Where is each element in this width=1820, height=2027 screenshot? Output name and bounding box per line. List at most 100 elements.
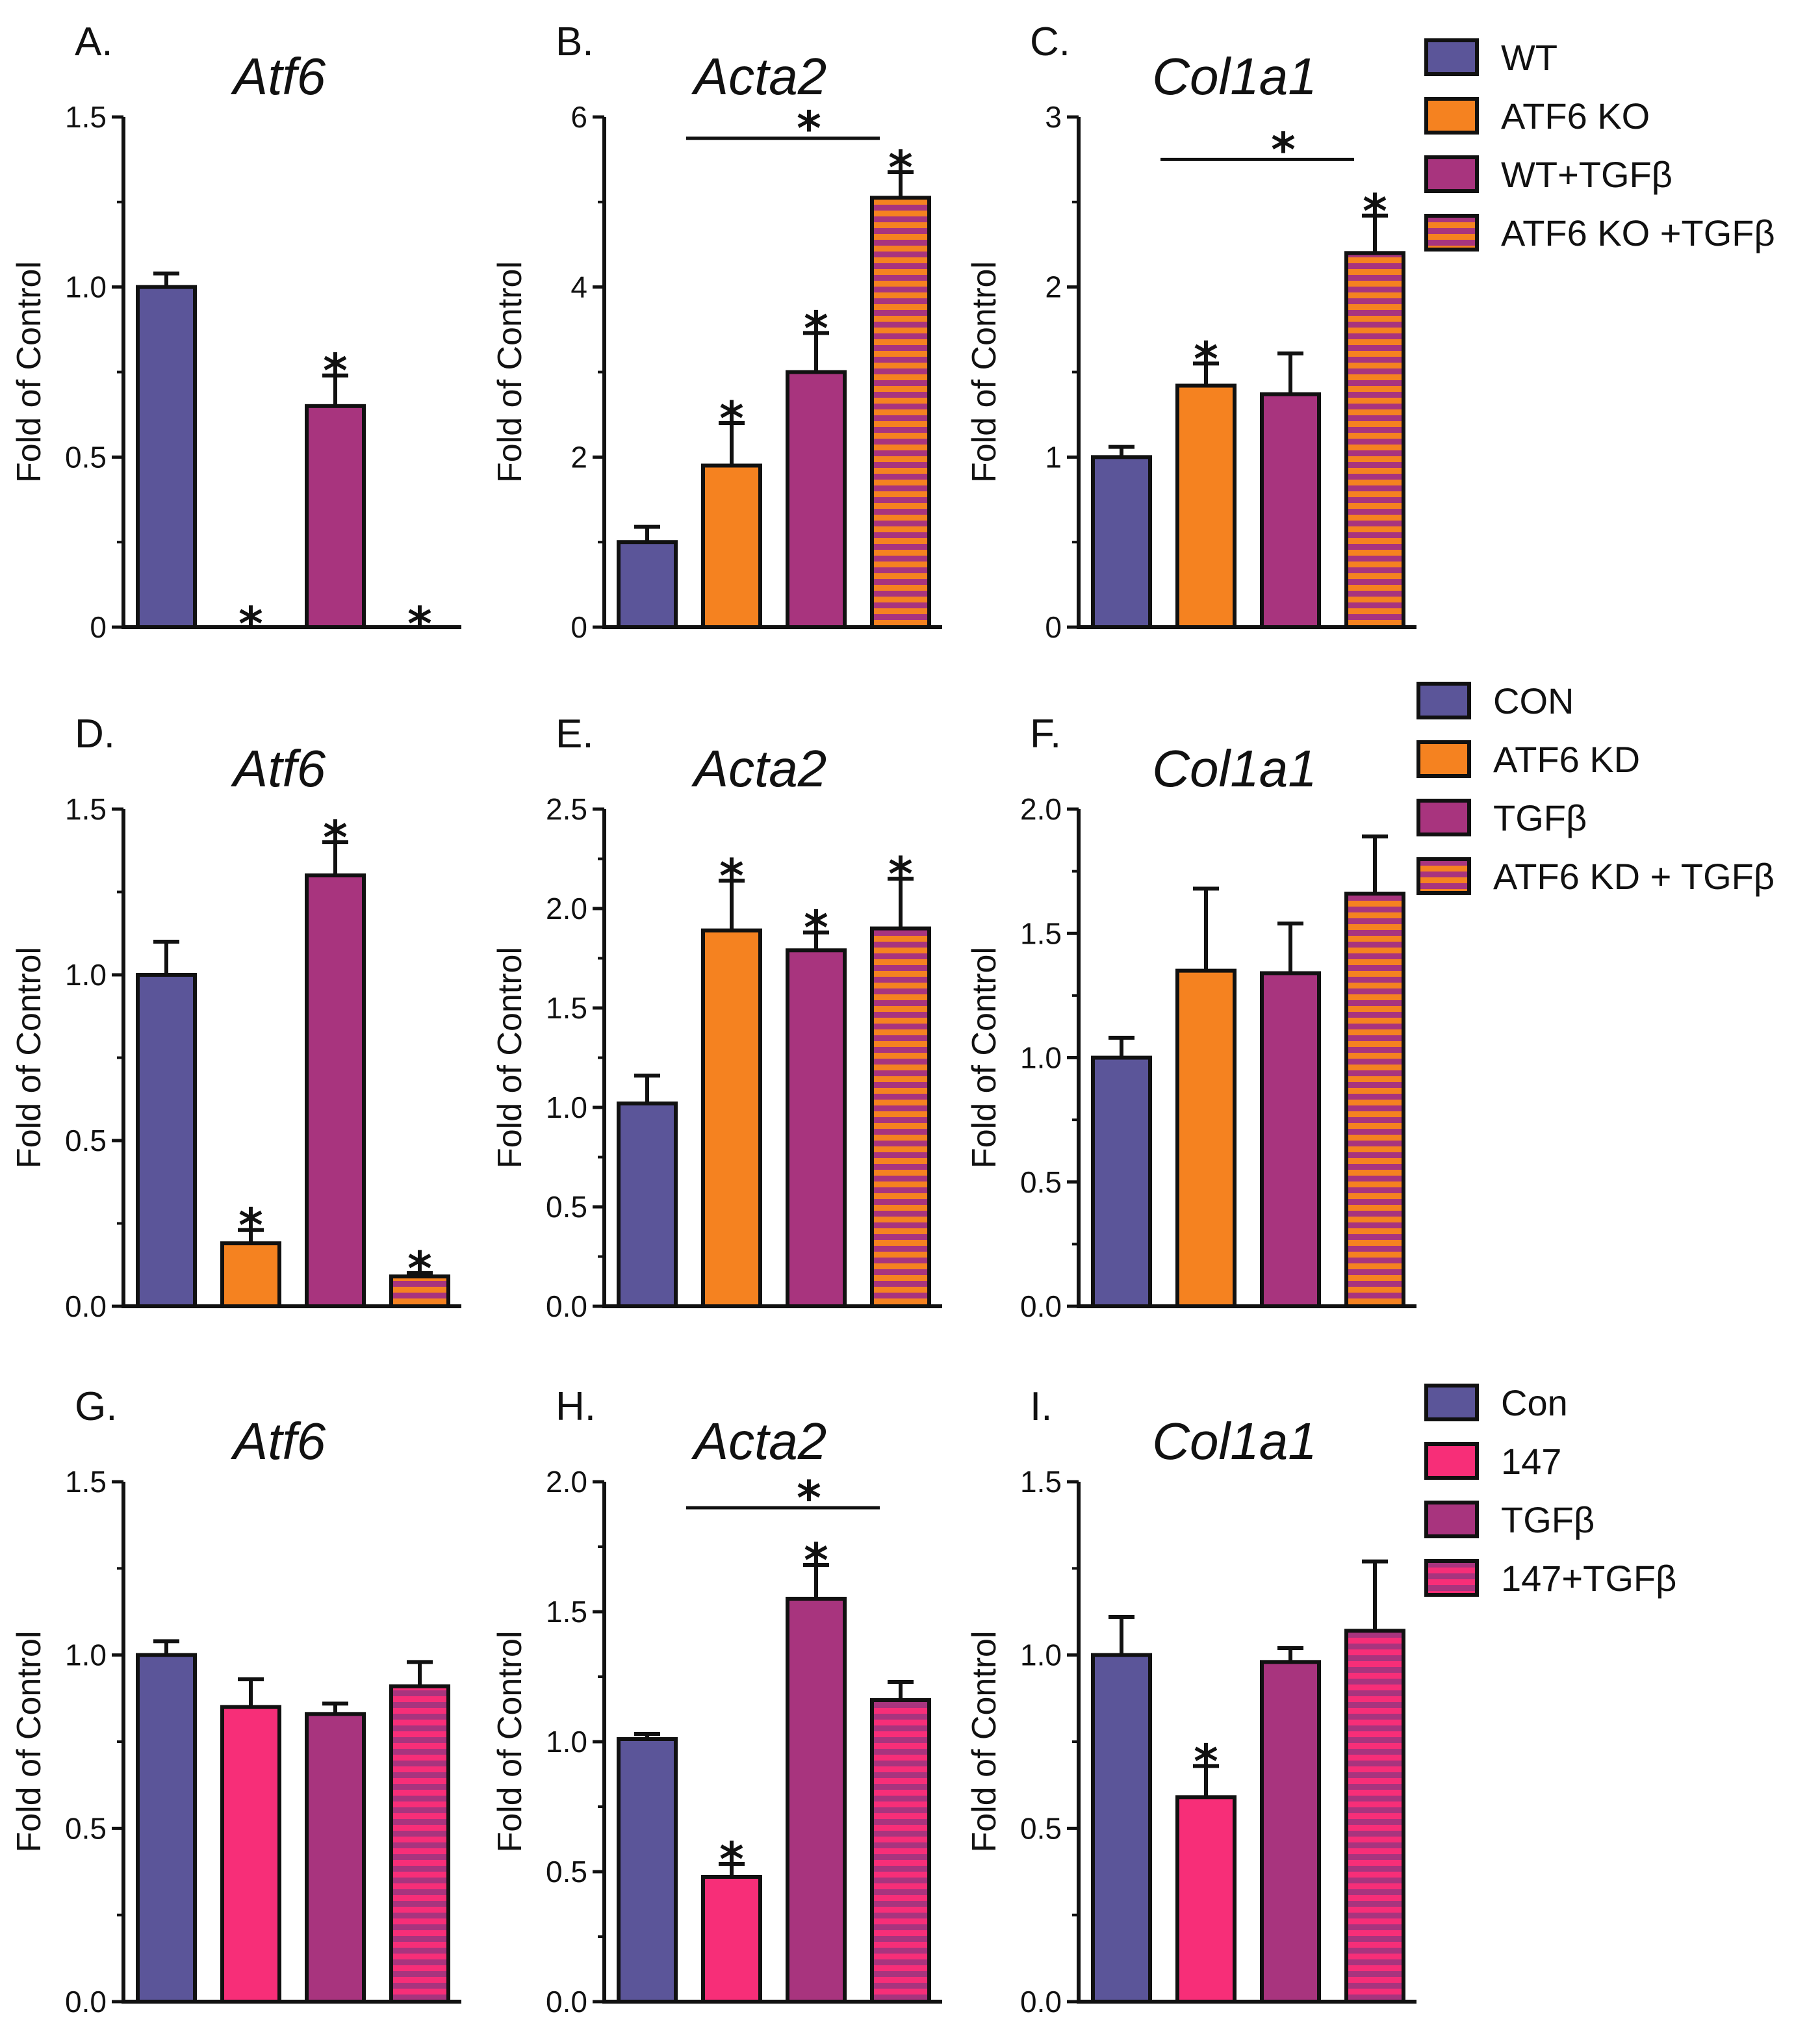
legend-label: ATF6 KD xyxy=(1493,739,1640,780)
bar-2 xyxy=(1175,968,1237,1308)
bar-2 xyxy=(701,928,762,1309)
charts-layer: A. Atf6 Fold of Control 0 0.5 1.0 1.5 * * * B. Acta… xyxy=(10,19,1416,2019)
y-axis-label: Fold of Control xyxy=(966,1631,1003,1852)
bar-2 xyxy=(1175,383,1237,630)
y-tick-label: 0.0 xyxy=(1020,1985,1062,2019)
chart-panel-b: B. Acta2 Fold of Control 0 2 4 6 * * * * xyxy=(491,19,942,644)
legend-label: 147 xyxy=(1501,1441,1561,1482)
bar-1 xyxy=(136,285,197,629)
y-tick-label: 1.0 xyxy=(65,958,107,992)
y-axis-label: Fold of Control xyxy=(10,947,48,1168)
y-tick-label: 2.5 xyxy=(546,792,587,826)
bar-2 xyxy=(1175,1795,1237,2004)
significance-star: * xyxy=(407,1241,432,1296)
panel-title: Acta2 xyxy=(691,1412,827,1470)
y-tick-label: 1.0 xyxy=(546,1091,587,1124)
legend-label: TGFβ xyxy=(1501,1499,1595,1540)
panel-title: Atf6 xyxy=(231,740,326,797)
panel-title: Atf6 xyxy=(231,47,326,105)
significance-star: * xyxy=(323,810,348,865)
significance-star: * xyxy=(888,847,913,901)
legend-label: WT xyxy=(1501,37,1557,78)
bar-3 xyxy=(1260,392,1321,629)
y-tick-label: 0.5 xyxy=(65,440,107,474)
y-tick-label: 1 xyxy=(1045,440,1062,474)
y-tick-label: 0.0 xyxy=(546,1985,587,2019)
significance-star: * xyxy=(407,597,432,651)
legend-3: Con 147 TGFβ 147+TGFβ xyxy=(1424,1382,1676,1599)
bar-1 xyxy=(1091,455,1152,629)
panel-letter: E. xyxy=(556,712,594,756)
y-tick-label: 4 xyxy=(570,270,587,304)
chart-panel-g: G. Atf6 Fold of Control 0.0 0.5 1.0 1.5 xyxy=(10,1384,461,2019)
y-axis-label: Fold of Control xyxy=(10,1631,48,1852)
legend-label: 147+TGFβ xyxy=(1501,1558,1676,1599)
legend-swatch xyxy=(1416,857,1471,895)
y-tick-label: 0.5 xyxy=(1020,1811,1062,1845)
bar-3 xyxy=(305,873,366,1308)
legends-layer: WT ATF6 KO WT+TGFβ ATF6 KO +TGFβ CON ATF6 KD T… xyxy=(1416,37,1775,1599)
panel-letter: D. xyxy=(75,712,115,756)
legend-swatch xyxy=(1424,1384,1479,1421)
bar-3 xyxy=(786,1597,847,2004)
bar-4 xyxy=(1344,1629,1405,2004)
y-tick-label: 1.5 xyxy=(1020,916,1062,950)
y-tick-label: 0.0 xyxy=(1020,1289,1062,1323)
chart-panel-i: I. Col1a1 Fold of Control 0.0 0.5 1.0 1.5 * xyxy=(966,1384,1416,2019)
chart-panel-c: C. Col1a1 Fold of Control 0 1 2 3 * * * xyxy=(966,19,1416,644)
bar-3 xyxy=(1260,971,1321,1308)
legend-2: CON ATF6 KD TGFβ ATF6 KD + TGFβ xyxy=(1416,680,1775,897)
y-tick-label: 0.5 xyxy=(1020,1165,1062,1199)
bar-4 xyxy=(870,926,931,1308)
y-tick-label: 2.0 xyxy=(546,1465,587,1499)
legend-label: WT+TGFβ xyxy=(1501,154,1673,195)
y-tick-label: 1.0 xyxy=(546,1725,587,1759)
bar-1 xyxy=(617,540,678,630)
y-tick-label: 1.0 xyxy=(65,270,107,304)
bar-3 xyxy=(305,404,366,629)
significance-star: * xyxy=(238,1198,263,1253)
panel-letter: H. xyxy=(556,1384,596,1429)
significance-star: * xyxy=(804,901,828,955)
bar-1 xyxy=(617,1737,678,2004)
chart-panel-a: A. Atf6 Fold of Control 0 0.5 1.0 1.5 * * * xyxy=(10,19,461,651)
legend-swatch xyxy=(1416,799,1471,836)
significance-star: * xyxy=(719,1832,744,1887)
significance-star: * xyxy=(323,344,348,398)
bar-1 xyxy=(136,973,197,1308)
legend-1: WT ATF6 KO WT+TGFβ ATF6 KO +TGFβ xyxy=(1424,37,1775,253)
significance-star: * xyxy=(1194,331,1218,386)
legend-swatch xyxy=(1424,214,1479,252)
y-tick-label: 3 xyxy=(1045,100,1062,134)
y-tick-label: 2 xyxy=(1045,270,1062,304)
bar-2 xyxy=(701,463,762,630)
significance-star: * xyxy=(719,849,744,903)
panel-letter: F. xyxy=(1030,712,1061,756)
legend-swatch xyxy=(1424,155,1479,193)
y-tick-label: 1.5 xyxy=(546,991,587,1025)
bar-1 xyxy=(1091,1653,1152,2004)
y-axis-label: Fold of Control xyxy=(966,947,1003,1168)
bar-4 xyxy=(1344,892,1405,1309)
y-tick-label: 0 xyxy=(1045,610,1062,644)
y-tick-label: 0.0 xyxy=(65,1289,107,1323)
significance-star: * xyxy=(888,140,913,195)
y-tick-label: 1.0 xyxy=(1020,1041,1062,1075)
y-tick-label: 6 xyxy=(570,100,587,134)
panel-title: Atf6 xyxy=(231,1412,326,1470)
bar-3 xyxy=(305,1712,366,2004)
y-tick-label: 0.5 xyxy=(546,1855,587,1889)
y-axis-label: Fold of Control xyxy=(10,261,48,483)
legend-swatch xyxy=(1424,97,1479,135)
y-tick-label: 2.0 xyxy=(1020,792,1062,826)
y-tick-label: 1.5 xyxy=(1020,1465,1062,1499)
y-tick-label: 1.5 xyxy=(65,792,107,826)
y-tick-label: 1.5 xyxy=(546,1595,587,1629)
panel-title: Col1a1 xyxy=(1152,1412,1317,1470)
legend-swatch xyxy=(1424,1559,1479,1597)
bar-2 xyxy=(701,1875,762,2004)
chart-panel-d: D. Atf6 Fold of Control 0.0 0.5 1.0 1.5 * * * xyxy=(10,712,461,1323)
y-axis-label: Fold of Control xyxy=(491,1631,529,1852)
panel-letter: B. xyxy=(556,19,594,64)
significance-star: * xyxy=(1363,184,1387,239)
